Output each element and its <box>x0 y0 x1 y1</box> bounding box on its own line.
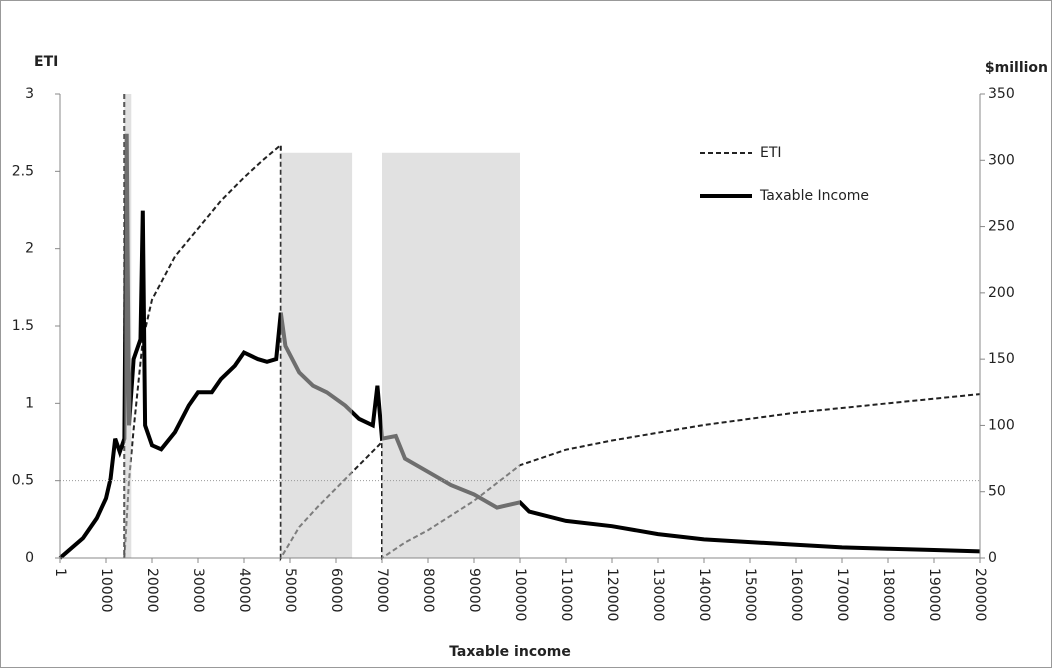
y2-tick-label: 200 <box>988 285 1015 301</box>
y2-tick-label: 50 <box>988 484 1006 500</box>
x-tick-label: 20000 <box>144 568 160 613</box>
shaded-region <box>280 152 353 559</box>
x-tick-label: 150000 <box>742 568 758 621</box>
y-tick-label: 1 <box>25 395 34 411</box>
x-tick-label: 90000 <box>466 568 482 613</box>
x-tick-label: 190000 <box>926 568 942 621</box>
y-axis-title: ETI <box>34 54 58 70</box>
y2-tick-label: 100 <box>988 417 1015 433</box>
x-tick-label: 130000 <box>650 568 666 621</box>
y-tick-label: 2.5 <box>12 163 34 179</box>
y-tick-label: 0.5 <box>12 473 34 489</box>
y2-axis-title: $million <box>985 60 1048 76</box>
line-series <box>123 94 981 562</box>
shaded-region <box>381 152 520 559</box>
shaded-region <box>124 94 132 558</box>
x-tick-label: 120000 <box>604 568 620 621</box>
x-tick-label: 70000 <box>374 568 390 613</box>
y2-tick-label: 0 <box>988 550 997 566</box>
y-tick-label: 0 <box>25 550 34 566</box>
x-tick-label: 10000 <box>98 568 114 613</box>
y2-tick-label: 150 <box>988 351 1015 367</box>
y-tick-label: 3 <box>25 86 34 102</box>
x-tick-label: 60000 <box>328 568 344 613</box>
x-tick-label: 30000 <box>190 568 206 613</box>
x-tick-label: 1 <box>52 568 68 577</box>
x-tick-label: 80000 <box>420 568 436 613</box>
y2-tick-label: 300 <box>988 152 1015 168</box>
x-tick-label: 200000 <box>972 568 988 621</box>
y-tick-label: 1.5 <box>12 318 34 334</box>
x-tick-label: 180000 <box>880 568 896 621</box>
x-tick-label: 40000 <box>236 568 252 613</box>
x-tick-label: 140000 <box>696 568 712 621</box>
x-tick-label: 100000 <box>512 568 528 621</box>
legend-label: ETI <box>760 145 782 161</box>
y2-tick-label: 350 <box>988 86 1015 102</box>
y-tick-label: 2 <box>25 241 34 257</box>
x-tick-label: 170000 <box>834 568 850 621</box>
x-tick-label: 110000 <box>558 568 574 621</box>
legend-label: Taxable Income <box>759 188 869 204</box>
x-tick-label: 50000 <box>282 568 298 613</box>
x-tick-label: 160000 <box>788 568 804 621</box>
x-axis-title: Taxable income <box>449 644 571 660</box>
y2-tick-label: 250 <box>988 219 1015 235</box>
